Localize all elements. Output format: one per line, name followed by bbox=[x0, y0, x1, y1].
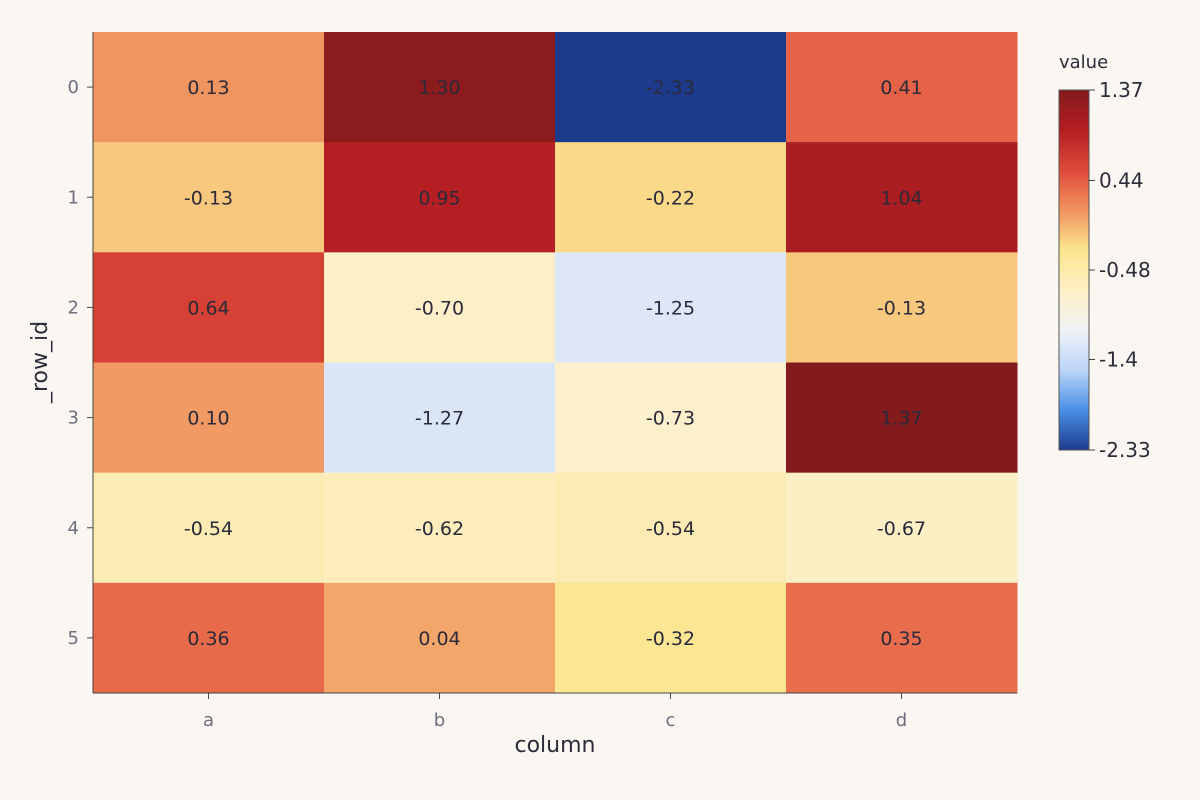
x-tick-label: b bbox=[434, 710, 445, 731]
heatmap-axes bbox=[92, 32, 1017, 694]
colorbar-tick-label: 1.37 bbox=[1099, 78, 1144, 102]
y-tick-label: 5 bbox=[68, 628, 79, 649]
cell-value-label: -0.54 bbox=[646, 518, 695, 540]
cell-value-label: 0.35 bbox=[880, 628, 922, 650]
heatmap-cell bbox=[324, 252, 556, 363]
cell-value-label: 1.37 bbox=[880, 408, 922, 430]
colorbar-legend: value 1.37 0.44 -0.48 -1.4 -2.33 bbox=[1058, 52, 1151, 462]
cell-value-label: -0.62 bbox=[415, 518, 464, 540]
heatmap-cell bbox=[93, 472, 325, 584]
colorbar-tick-label: -1.4 bbox=[1099, 348, 1138, 372]
heatmap-cell bbox=[93, 142, 325, 253]
heatmap-cell bbox=[324, 32, 556, 143]
colorbar bbox=[1058, 89, 1090, 451]
heatmap-cell bbox=[93, 582, 325, 694]
cell-value-label: -0.54 bbox=[184, 518, 233, 540]
heatmap-cell bbox=[555, 582, 787, 694]
heatmap-cell bbox=[786, 32, 1018, 143]
colorbar-tick-label: -2.33 bbox=[1099, 438, 1151, 462]
heatmap-cell bbox=[555, 362, 787, 474]
heatmap-cell bbox=[324, 582, 556, 694]
heatmap-cell bbox=[555, 252, 787, 363]
heatmap-cell-labels: 0.13 1.30 -2.33 0.41 -0.13 0.95 -0.22 1.04 0.64 -… bbox=[184, 77, 926, 650]
cell-value-label: -0.70 bbox=[415, 297, 464, 319]
heatmap-cell bbox=[786, 472, 1018, 584]
heatmap-cell bbox=[324, 362, 556, 474]
heatmap-cell bbox=[786, 252, 1018, 363]
y-tick-label: 3 bbox=[68, 408, 79, 429]
cell-value-label: -1.27 bbox=[415, 408, 464, 430]
colorbar-tick-label: -0.48 bbox=[1099, 258, 1151, 282]
cell-value-label: -0.13 bbox=[877, 297, 926, 319]
y-tick-label: 1 bbox=[68, 187, 79, 208]
cell-value-label: 0.36 bbox=[187, 628, 229, 650]
y-axis-title: _row_id bbox=[28, 321, 53, 404]
x-axis-ticks: a b c d bbox=[203, 693, 907, 731]
heatmap-cell bbox=[555, 472, 787, 584]
cell-value-label: -0.67 bbox=[877, 518, 926, 540]
cell-value-label: -0.13 bbox=[184, 187, 233, 209]
cell-value-label: 0.41 bbox=[880, 77, 922, 99]
x-tick-label: c bbox=[666, 710, 676, 731]
heatmap-cell bbox=[786, 362, 1018, 474]
cell-value-label: -0.32 bbox=[646, 628, 695, 650]
heatmap-cell bbox=[324, 472, 556, 584]
cell-value-label: 1.04 bbox=[880, 187, 922, 209]
cell-value-label: -1.25 bbox=[646, 297, 695, 319]
cell-value-label: 0.04 bbox=[418, 628, 460, 650]
heatmap-cell bbox=[93, 362, 325, 474]
heatmap-cells bbox=[93, 32, 1018, 694]
y-axis-ticks: 0 1 2 3 4 5 bbox=[68, 77, 93, 649]
heatmap-cell bbox=[93, 252, 325, 363]
x-tick-label: a bbox=[203, 710, 214, 731]
colorbar-title: value bbox=[1059, 52, 1108, 73]
cell-value-label: 0.95 bbox=[418, 187, 460, 209]
cell-value-label: -0.73 bbox=[646, 408, 695, 430]
heatmap-cell bbox=[786, 142, 1018, 253]
y-tick-label: 0 bbox=[68, 77, 79, 98]
heatmap-cell bbox=[555, 32, 787, 143]
y-tick-label: 2 bbox=[68, 297, 79, 318]
cell-value-label: 1.30 bbox=[418, 77, 460, 99]
heatmap-cell bbox=[786, 582, 1018, 694]
heatmap-cell bbox=[324, 142, 556, 253]
x-axis-title: column bbox=[515, 733, 596, 758]
heatmap-cell bbox=[93, 32, 325, 143]
cell-value-label: 0.13 bbox=[187, 77, 229, 99]
heatmap-cell bbox=[555, 142, 787, 253]
cell-value-label: 0.64 bbox=[187, 297, 229, 319]
cell-value-label: -2.33 bbox=[646, 77, 695, 99]
y-tick-label: 4 bbox=[68, 518, 79, 539]
colorbar-ticks: 1.37 0.44 -0.48 -1.4 -2.33 bbox=[1089, 78, 1151, 462]
cell-value-label: -0.22 bbox=[646, 187, 695, 209]
x-tick-label: d bbox=[896, 710, 907, 731]
colorbar-tick-label: 0.44 bbox=[1099, 168, 1144, 192]
cell-value-label: 0.10 bbox=[187, 408, 229, 430]
